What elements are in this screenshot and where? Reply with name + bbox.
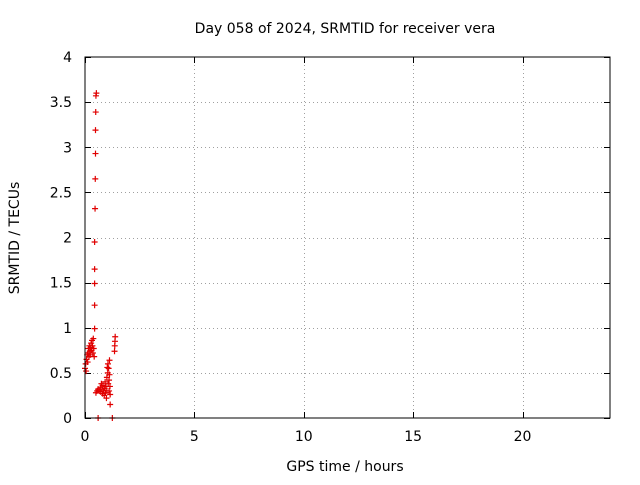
data-point — [88, 340, 95, 347]
x-tick-label: 20 — [514, 429, 532, 445]
y-tick-label: 1 — [63, 321, 72, 337]
data-point — [93, 90, 100, 97]
data-point — [106, 383, 113, 390]
data-point — [90, 345, 97, 352]
data-point — [92, 127, 99, 134]
data-point — [106, 357, 113, 364]
data-point — [107, 401, 114, 408]
y-tick-label: 4 — [63, 50, 72, 66]
plot-frame — [84, 56, 611, 419]
y-tick-label: 3.5 — [50, 95, 72, 111]
x-tick-label: 10 — [295, 429, 313, 445]
grid-lines — [85, 57, 610, 418]
y-tick-label: 1.5 — [50, 276, 72, 292]
data-points — [82, 90, 119, 421]
data-point — [102, 378, 109, 385]
data-point — [91, 302, 98, 309]
data-point — [90, 335, 97, 342]
data-point — [105, 365, 112, 372]
x-tick-label: 0 — [81, 429, 90, 445]
data-point — [89, 350, 96, 357]
data-point — [106, 377, 113, 384]
y-tick-label: 0.5 — [50, 366, 72, 382]
data-point — [92, 175, 99, 182]
data-point — [91, 325, 98, 332]
y-tick-label: 2 — [63, 231, 72, 247]
chart-title: Day 058 of 2024, SRMTID for receiver ver… — [195, 21, 496, 37]
data-point — [112, 333, 119, 340]
y-tick-label: 0 — [63, 411, 72, 427]
data-point — [92, 150, 99, 157]
data-point — [83, 368, 90, 375]
data-point — [84, 359, 91, 366]
y-tick-label: 3 — [63, 140, 72, 156]
y-tick-label: 2.5 — [50, 185, 72, 201]
data-point — [91, 280, 98, 287]
data-point — [111, 348, 118, 355]
data-point — [107, 391, 114, 398]
data-point — [106, 371, 113, 378]
data-point — [91, 239, 98, 246]
data-point — [104, 360, 111, 367]
data-point — [92, 109, 99, 116]
data-point — [91, 353, 98, 360]
x-tick-label: 5 — [190, 429, 199, 445]
data-point — [92, 205, 99, 212]
data-point — [106, 387, 113, 394]
data-point — [104, 364, 111, 371]
data-point — [103, 395, 110, 402]
axis-ticks: 0 5 10 15 20 0 0.5 1 1.5 2 2.5 3 3.5 4 — [50, 50, 610, 445]
x-axis-label: GPS time / hours — [286, 459, 403, 475]
x-tick-label: 15 — [404, 429, 422, 445]
y-axis-label: SRMTID / TECUs — [7, 182, 23, 295]
data-point — [89, 342, 96, 349]
data-point — [91, 266, 98, 273]
